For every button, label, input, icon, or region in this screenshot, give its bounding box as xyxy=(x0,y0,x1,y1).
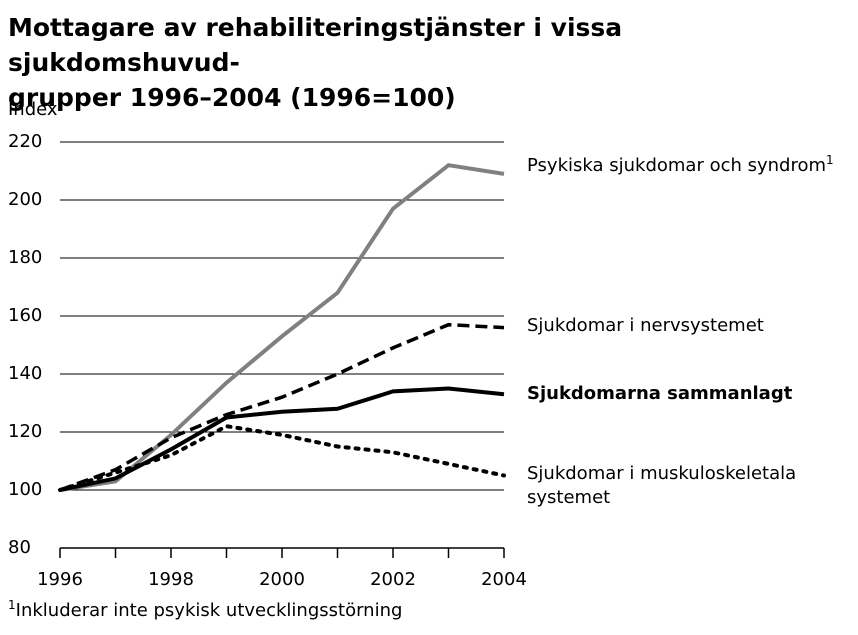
x-tick-label: 2000 xyxy=(259,569,305,590)
series-line xyxy=(58,424,506,492)
y-tick-label: 100 xyxy=(8,479,42,500)
y-tick-label: 80 xyxy=(8,537,31,558)
footnote-text: Inkluderar inte psykisk utvecklingsstörn… xyxy=(15,600,403,621)
series-label: Sjukdomar i nervsystemet xyxy=(527,314,857,338)
y-tick-label: 160 xyxy=(8,305,42,326)
series-label: Sjukdomarna sammanlagt xyxy=(527,382,857,406)
x-tick-label: 1998 xyxy=(148,569,194,590)
y-tick-label: 220 xyxy=(8,131,42,152)
title-line: Mottagare av rehabiliteringstjänster i v… xyxy=(8,13,623,77)
x-tick-label: 1996 xyxy=(37,569,83,590)
title-line: grupper 1996–2004 (1996=100) xyxy=(8,83,456,112)
footnote-marker: 1 xyxy=(826,152,834,167)
series-line xyxy=(59,322,505,492)
y-axis-label: Index xyxy=(8,99,58,120)
y-tick-label: 200 xyxy=(8,189,42,210)
y-tick-label: 140 xyxy=(8,363,42,384)
footnote-marker: 1 xyxy=(8,598,16,612)
series-label: Sjukdomar i muskuloskeletala systemet xyxy=(527,462,857,510)
chart-title: Mottagare av rehabiliteringstjänster i v… xyxy=(8,10,858,115)
y-tick-label: 180 xyxy=(8,247,42,268)
series-name: Psykiska sjukdomar och syndrom xyxy=(527,154,827,176)
series-name: Sjukdomar i muskuloskeletala systemet xyxy=(527,462,797,508)
series-name: Sjukdomarna sammanlagt xyxy=(527,383,793,405)
x-tick-label: 2004 xyxy=(481,569,527,590)
series-line xyxy=(59,163,505,492)
y-tick-label: 120 xyxy=(8,421,42,442)
series-name: Sjukdomar i nervsystemet xyxy=(527,314,764,336)
footnote: 1Inkluderar inte psykisk utvecklingsstör… xyxy=(8,598,402,621)
series-label: Psykiska sjukdomar och syndrom1 xyxy=(527,148,857,178)
x-tick-label: 2002 xyxy=(370,569,416,590)
series-line xyxy=(59,386,505,492)
